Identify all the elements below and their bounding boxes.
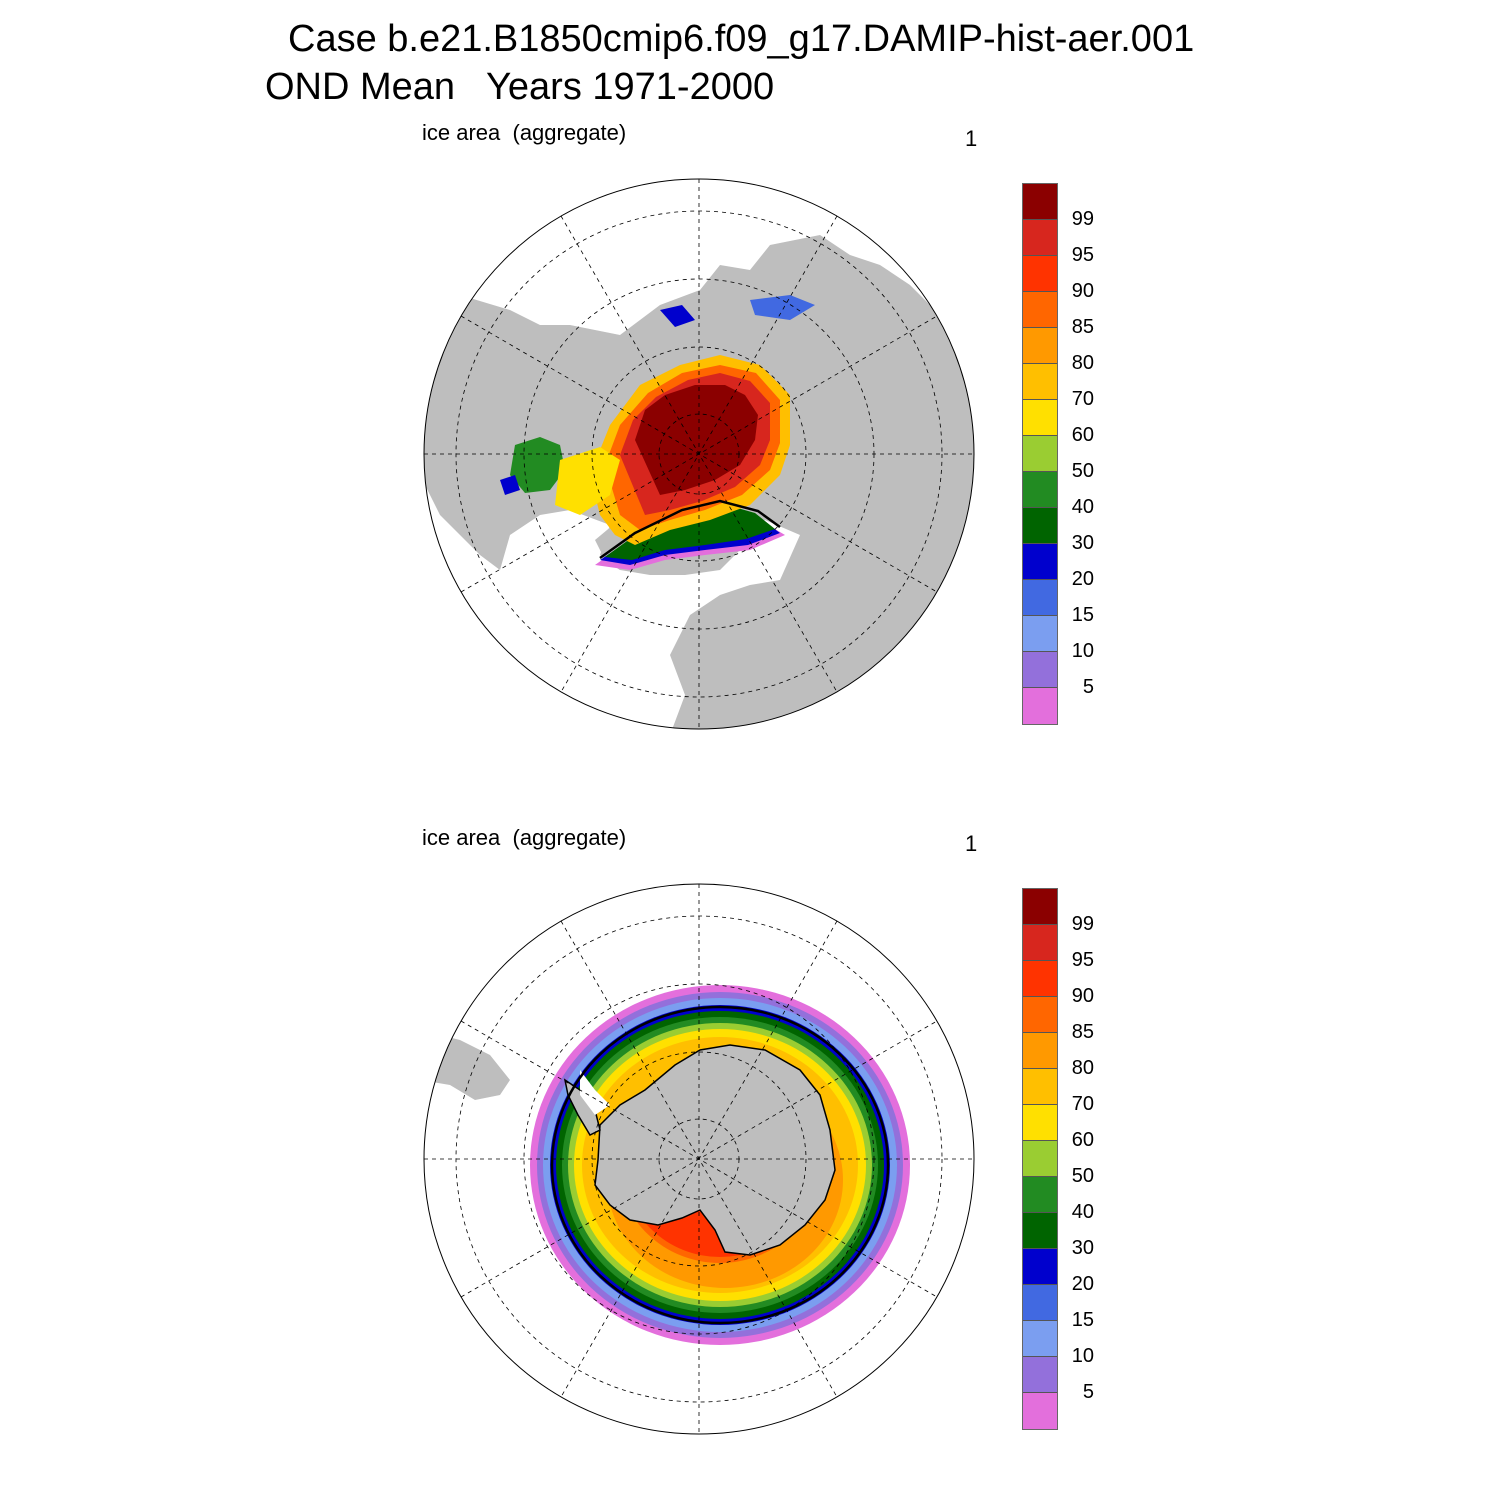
sh-colorbar-box bbox=[1023, 1285, 1057, 1321]
sh-colorbar-label: 30 bbox=[1071, 1237, 1094, 1259]
nh-colorbar-label: 99 bbox=[1071, 208, 1094, 230]
nh-colorbar-box bbox=[1023, 652, 1057, 688]
sh-colorbar-label: 50 bbox=[1071, 1165, 1094, 1187]
sh-colorbar-label: 5 bbox=[1082, 1381, 1094, 1403]
sh-colorbar-box bbox=[1023, 1213, 1057, 1249]
sh-colorbar-box bbox=[1023, 1141, 1057, 1177]
sh-colorbar-label: 85 bbox=[1071, 1021, 1094, 1043]
nh-ice-baffin bbox=[555, 447, 620, 515]
sh-colorbar-box bbox=[1023, 1249, 1057, 1285]
sh-colorbar-box bbox=[1023, 925, 1057, 961]
nh-panel-label: ice area (aggregate) bbox=[422, 120, 627, 145]
sh-colorbar-box bbox=[1023, 997, 1057, 1033]
nh-colorbar-box bbox=[1023, 472, 1057, 508]
sh-colorbar-label: 10 bbox=[1071, 1345, 1094, 1367]
nh-colorbar-label: 5 bbox=[1082, 676, 1094, 698]
sh-colorbar-box bbox=[1023, 889, 1057, 925]
nh-colorbar-label: 15 bbox=[1071, 604, 1094, 626]
nh-ice-green bbox=[605, 503, 775, 560]
sh-observed-ice-edge bbox=[550, 1005, 890, 1325]
nh-colorbar-box bbox=[1023, 364, 1057, 400]
nh-ice-core bbox=[635, 385, 758, 495]
nh-ice-hudson-blue bbox=[500, 475, 520, 495]
nh-colorbar-box bbox=[1023, 508, 1057, 544]
nh-colorbar-box bbox=[1023, 292, 1057, 328]
nh-colorbar-label: 60 bbox=[1071, 424, 1094, 446]
sh-colorbar-box bbox=[1023, 1105, 1057, 1141]
sh-colorbar-label: 15 bbox=[1071, 1309, 1094, 1331]
nh-colorbar-label: 90 bbox=[1071, 280, 1094, 302]
sh-colorbar-label: 70 bbox=[1071, 1093, 1094, 1115]
nh-colorbar-label: 70 bbox=[1071, 388, 1094, 410]
figure-title-line1: Case b.e21.B1850cmip6.f09_g17.DAMIP-hist… bbox=[288, 18, 1195, 60]
sh-colorbar-label: 99 bbox=[1071, 913, 1094, 935]
nh-polar-map bbox=[423, 178, 975, 730]
nh-colorbar-label: 40 bbox=[1071, 496, 1094, 518]
nh-colorbar-box bbox=[1023, 328, 1057, 364]
nh-colorbar-box bbox=[1023, 184, 1057, 220]
nh-colorbar-box bbox=[1023, 580, 1057, 616]
sh-colorbar-box bbox=[1023, 1069, 1057, 1105]
nh-colorbar-box bbox=[1023, 436, 1057, 472]
sh-colorbar-label: 40 bbox=[1071, 1201, 1094, 1223]
sh-colorbar-label: 20 bbox=[1071, 1273, 1094, 1295]
nh-panel-number: 1 bbox=[965, 126, 978, 151]
sh-colorbar-box bbox=[1023, 1393, 1057, 1429]
nh-colorbar bbox=[1022, 183, 1058, 725]
sh-colorbar-label: 60 bbox=[1071, 1129, 1094, 1151]
sh-colorbar-box bbox=[1023, 1321, 1057, 1357]
nh-graticule bbox=[424, 179, 974, 729]
nh-ice-bering bbox=[750, 295, 815, 320]
sh-colorbar-box bbox=[1023, 961, 1057, 997]
nh-colorbar-label: 30 bbox=[1071, 532, 1094, 554]
sh-polar-map bbox=[423, 883, 975, 1435]
nh-colorbar-box bbox=[1023, 544, 1057, 580]
nh-colorbar-box bbox=[1023, 400, 1057, 436]
sh-colorbar-box bbox=[1023, 1357, 1057, 1393]
sh-colorbar-box bbox=[1023, 1033, 1057, 1069]
nh-colorbar-box bbox=[1023, 256, 1057, 292]
sh-land-antarctica bbox=[594, 1044, 836, 1256]
nh-colorbar-label: 85 bbox=[1071, 316, 1094, 338]
figure-title-line2: OND Mean Years 1971-2000 bbox=[265, 66, 775, 108]
sh-colorbar-box bbox=[1023, 1177, 1057, 1213]
nh-ice-okhotsk bbox=[660, 305, 695, 327]
nh-colorbar-label: 95 bbox=[1071, 244, 1094, 266]
sh-panel-number: 1 bbox=[965, 831, 978, 856]
sh-colorbar-label: 90 bbox=[1071, 985, 1094, 1007]
sh-colorbar-label: 80 bbox=[1071, 1057, 1094, 1079]
sh-weddell-gap bbox=[580, 1070, 610, 1115]
nh-colorbar-box bbox=[1023, 220, 1057, 256]
sh-graticule bbox=[424, 884, 974, 1434]
sh-colorbar bbox=[1022, 888, 1058, 1430]
nh-colorbar-label: 50 bbox=[1071, 460, 1094, 482]
nh-colorbar-label: 20 bbox=[1071, 568, 1094, 590]
nh-colorbar-label: 80 bbox=[1071, 352, 1094, 374]
sh-panel-label: ice area (aggregate) bbox=[422, 825, 627, 850]
nh-colorbar-box bbox=[1023, 688, 1057, 724]
nh-colorbar-box bbox=[1023, 616, 1057, 652]
nh-observed-ice-edge bbox=[599, 499, 781, 560]
nh-colorbar-label: 10 bbox=[1071, 640, 1094, 662]
sh-colorbar-label: 95 bbox=[1071, 949, 1094, 971]
